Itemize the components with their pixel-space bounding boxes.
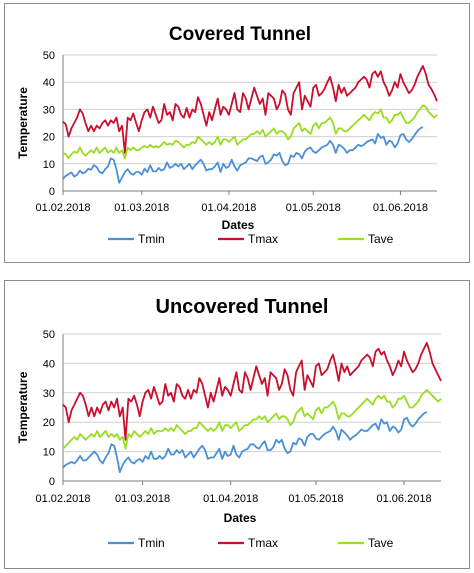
y-tick-label: 40 [43, 358, 55, 370]
y-tick-label: 30 [43, 104, 55, 116]
chart-title: Covered Tunnel [169, 24, 311, 45]
y-tick-label: 0 [49, 186, 55, 198]
x-tick-label: 01.02.2018 [35, 493, 90, 505]
x-tick-label: 01.03.2018 [114, 202, 169, 214]
y-tick-label: 50 [43, 50, 55, 62]
legend-label-tave: Tave [368, 232, 394, 246]
y-tick-label: 10 [43, 447, 55, 459]
x-tick-label: 01.06.2018 [377, 493, 432, 505]
chart-title: Uncovered Tunnel [156, 296, 329, 318]
series-line-tmin [62, 126, 424, 184]
series-line-tave [62, 389, 442, 450]
y-tick-label: 0 [49, 476, 55, 488]
y-tick-label: 30 [43, 388, 55, 400]
chart-covered-tunnel: Covered Tunnel 0 10 20 30 40 50 01.02.2018 01.03… [4, 3, 470, 263]
x-tick-label: 01.02.2018 [35, 202, 90, 214]
x-tick-label: 01.06.2018 [373, 202, 428, 214]
x-tick-label: 01.05.2018 [286, 202, 341, 214]
y-tick-label: 20 [43, 132, 55, 144]
y-tick-label: 20 [43, 417, 55, 429]
y-axis-label: Temperature [16, 87, 30, 159]
y-tick-label: 10 [43, 159, 55, 171]
series-line-tmin [62, 411, 428, 474]
x-tick-label: 01.05.2018 [288, 493, 343, 505]
chart-svg-uncovered: Uncovered Tunnel 0 10 20 30 40 50 01.02.2018 01.… [16, 296, 442, 550]
series-line-tmax [62, 341, 442, 441]
y-tick-label: 40 [43, 77, 55, 89]
x-tick-label: 01.03.2018 [115, 493, 170, 505]
legend-label-tmin: Tmin [138, 232, 165, 246]
series-line-tave [62, 104, 438, 160]
x-axis-label: Dates [222, 218, 255, 232]
legend-label-tmin: Tmin [138, 536, 165, 550]
y-axis-label: Temperature [16, 371, 30, 443]
x-axis-label: Dates [224, 511, 257, 525]
legend-label-tave: Tave [368, 536, 394, 550]
chart-svg-covered: Covered Tunnel 0 10 20 30 40 50 01.02.2018 01.03… [16, 24, 438, 246]
y-tick-label: 50 [43, 329, 55, 341]
x-tick-label: 01.04.2018 [203, 493, 258, 505]
legend-label-tmax: Tmax [248, 232, 278, 246]
series-line-tmax [62, 65, 438, 154]
chart-uncovered-tunnel: Uncovered Tunnel 0 10 20 30 40 50 01.02.2018 01.… [4, 280, 470, 569]
x-tick-label: 01.04.2018 [201, 202, 256, 214]
legend-label-tmax: Tmax [248, 536, 278, 550]
